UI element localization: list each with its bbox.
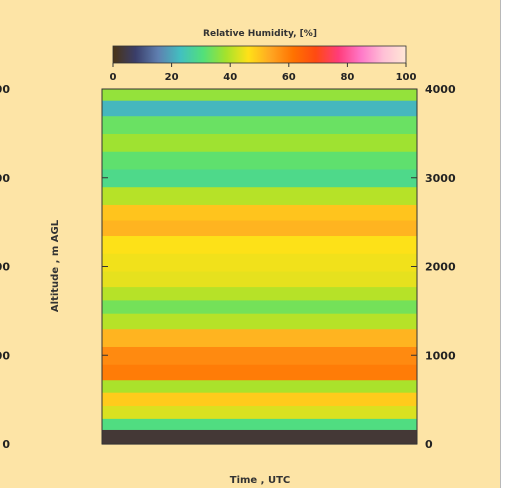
colorbar-tick-label: 40: [223, 72, 237, 83]
colorbar-tick-label: 20: [165, 72, 179, 83]
heatmap-band: [102, 89, 417, 101]
colorbar-tick-label: 80: [340, 72, 354, 83]
heatmap-band: [102, 313, 417, 330]
y-tick-label-left: 0: [2, 438, 10, 451]
y-tick-label-right: 1000: [425, 349, 456, 362]
heatmap-band: [102, 364, 417, 381]
colorbar-title: Relative Humidity, [%]: [203, 29, 317, 39]
y-axis-right: 0 1000 2000 3000 4000: [411, 83, 456, 451]
y-tick-label-right: 4000: [425, 83, 456, 96]
y-tick-label-right: 2000: [425, 261, 456, 274]
heatmap-band: [102, 115, 417, 134]
y-tick-label-left: 000: [0, 261, 10, 274]
y-axis-left: 00000000004000: [0, 83, 108, 451]
heatmap-band: [102, 429, 417, 445]
heatmap-band: [102, 151, 417, 170]
y-tick-label-right: 0: [425, 438, 433, 451]
heatmap-band: [102, 235, 417, 254]
colorbar-ticks: 0 20 40 60 80 100: [110, 63, 417, 83]
colorbar-tick-label: 60: [282, 72, 296, 83]
heatmap-band: [102, 328, 417, 347]
heatmap-band: [102, 270, 417, 288]
y-tick-label-left: 000: [0, 349, 10, 362]
y-axis-title: Altitude , m AGL: [50, 219, 61, 312]
heatmap-band: [102, 186, 417, 205]
colorbar-tick-label: 100: [396, 72, 417, 83]
heatmap-band: [102, 418, 417, 430]
heatmap-band: [102, 392, 417, 406]
heatmap-band: [102, 299, 417, 314]
heatmap-band: [102, 286, 417, 301]
heatmap-band: [102, 253, 417, 272]
window-edge: [500, 0, 511, 488]
heatmap-band: [102, 405, 417, 419]
y-tick-label-right: 3000: [425, 172, 456, 185]
heatmap-band: [102, 219, 417, 237]
heatmap-band: [102, 346, 417, 365]
heatmap-band: [102, 379, 417, 393]
x-axis-title: Time , UTC: [230, 475, 291, 486]
y-tick-label-left: 4000: [0, 83, 10, 96]
colorbar-tick-label: 0: [110, 72, 117, 83]
colorbar: [112, 45, 407, 64]
heatmap-band: [102, 204, 417, 221]
heatmap-area: [102, 89, 417, 445]
heatmap-band: [102, 133, 417, 152]
y-tick-label-left: 000: [0, 172, 10, 185]
heatmap-band: [102, 100, 417, 117]
heatmap-band: [102, 168, 417, 188]
